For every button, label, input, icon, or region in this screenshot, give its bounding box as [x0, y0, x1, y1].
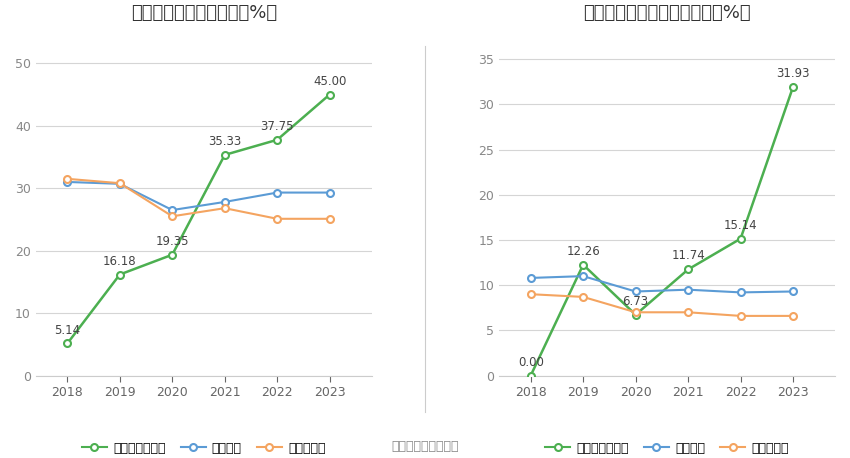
行业中位数	[219, 206, 230, 211]
行业均值	[115, 181, 125, 186]
行业中位数	[525, 291, 536, 297]
Text: 15.14: 15.14	[723, 219, 757, 232]
Text: 11.74: 11.74	[672, 250, 705, 262]
Text: 0.00: 0.00	[518, 355, 544, 369]
Line: 行业均值: 行业均值	[527, 273, 796, 296]
Text: 37.75: 37.75	[260, 120, 294, 133]
行业均值	[272, 190, 282, 195]
Text: 5.14: 5.14	[54, 323, 81, 337]
行业中位数	[788, 313, 798, 319]
Legend: 有息资产负债率, 行业均值, 行业中位数: 有息资产负债率, 行业均值, 行业中位数	[541, 437, 794, 458]
行业中位数	[578, 294, 588, 300]
Legend: 公司资产负债率, 行业均值, 行业中位数: 公司资产负债率, 行业均值, 行业中位数	[76, 437, 331, 458]
有息资产负债率	[578, 262, 588, 267]
有息资产负债率	[735, 236, 745, 241]
Text: 19.35: 19.35	[156, 235, 189, 248]
公司资产负债率	[219, 152, 230, 158]
有息资产负债率	[631, 312, 641, 317]
Title: 近年来资产负债率情况（%）: 近年来资产负债率情况（%）	[131, 4, 277, 22]
公司资产负债率	[167, 252, 178, 257]
行业均值	[525, 275, 536, 281]
Text: 6.73: 6.73	[622, 295, 649, 308]
行业中位数	[115, 180, 125, 186]
行业中位数	[631, 310, 641, 315]
行业中位数	[683, 310, 694, 315]
行业均值	[683, 287, 694, 292]
Line: 有息资产负债率: 有息资产负债率	[527, 83, 796, 379]
行业均值	[735, 289, 745, 295]
Text: 12.26: 12.26	[566, 245, 600, 258]
公司资产负债率	[62, 341, 72, 346]
公司资产负债率	[272, 137, 282, 142]
Line: 行业中位数: 行业中位数	[64, 175, 333, 222]
Text: 45.00: 45.00	[313, 75, 346, 87]
Text: 数据来源：恒生聚源: 数据来源：恒生聚源	[391, 441, 459, 453]
行业中位数	[325, 216, 335, 222]
有息资产负债率	[788, 84, 798, 90]
Text: 35.33: 35.33	[208, 135, 241, 148]
行业均值	[167, 207, 178, 213]
行业均值	[62, 179, 72, 185]
Line: 行业均值: 行业均值	[64, 179, 333, 213]
Line: 公司资产负债率: 公司资产负债率	[64, 91, 333, 347]
行业中位数	[735, 313, 745, 319]
有息资产负债率	[525, 373, 536, 378]
行业中位数	[272, 216, 282, 222]
行业均值	[325, 190, 335, 195]
有息资产负债率	[683, 267, 694, 272]
行业中位数	[62, 176, 72, 181]
Text: 16.18: 16.18	[103, 255, 137, 267]
行业均值	[631, 289, 641, 294]
Line: 行业中位数: 行业中位数	[527, 291, 796, 319]
Title: 近年来有息资产负债率情况（%）: 近年来有息资产负债率情况（%）	[583, 4, 751, 22]
行业均值	[219, 199, 230, 205]
行业均值	[788, 289, 798, 294]
行业均值	[578, 273, 588, 279]
Text: 31.93: 31.93	[776, 67, 810, 80]
公司资产负债率	[115, 272, 125, 277]
公司资产负债率	[325, 92, 335, 97]
行业中位数	[167, 213, 178, 219]
